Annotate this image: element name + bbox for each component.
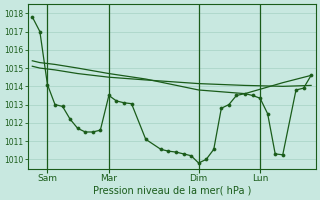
X-axis label: Pression niveau de la mer( hPa ): Pression niveau de la mer( hPa ): [92, 186, 251, 196]
